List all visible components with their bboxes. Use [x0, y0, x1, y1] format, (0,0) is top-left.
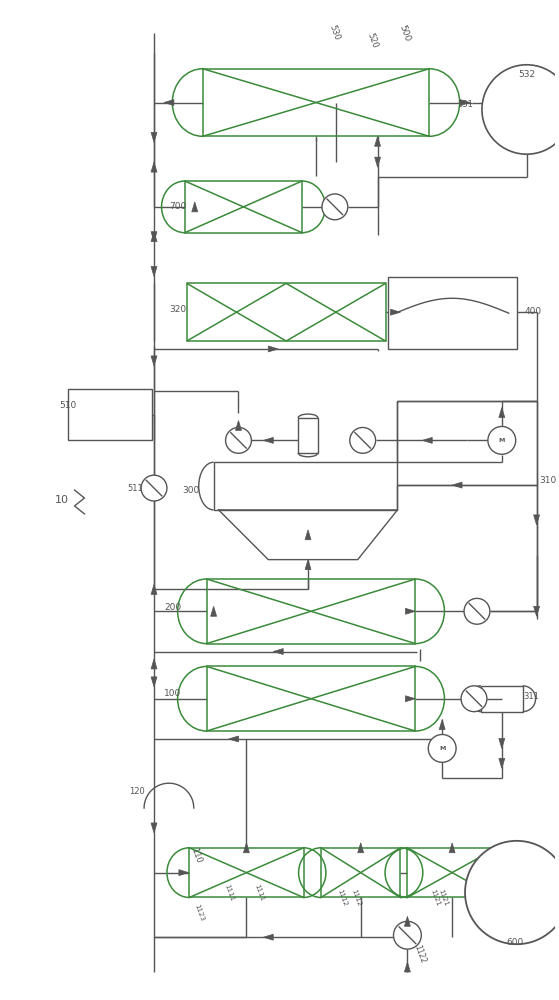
Circle shape — [465, 841, 559, 944]
Polygon shape — [460, 100, 470, 106]
Polygon shape — [405, 608, 415, 614]
Circle shape — [488, 426, 516, 454]
Polygon shape — [499, 408, 505, 418]
Text: 1121: 1121 — [429, 888, 441, 907]
Text: 1123: 1123 — [194, 903, 206, 922]
Bar — [387, 277, 517, 349]
Polygon shape — [452, 482, 462, 488]
Polygon shape — [179, 870, 189, 876]
Polygon shape — [391, 309, 400, 315]
Polygon shape — [405, 696, 415, 702]
Text: 10: 10 — [55, 495, 69, 505]
Polygon shape — [192, 202, 198, 212]
Text: 310: 310 — [539, 476, 557, 485]
Bar — [187, 283, 386, 341]
Polygon shape — [151, 677, 157, 687]
Circle shape — [428, 735, 456, 762]
Polygon shape — [268, 346, 278, 352]
Bar — [68, 389, 152, 440]
Text: 500: 500 — [397, 23, 412, 43]
Text: 530: 530 — [328, 24, 342, 42]
Text: 1121: 1121 — [437, 888, 449, 907]
Polygon shape — [449, 843, 455, 853]
Polygon shape — [151, 584, 157, 594]
Text: 531: 531 — [457, 100, 473, 109]
Polygon shape — [151, 232, 157, 242]
Circle shape — [322, 194, 348, 220]
Polygon shape — [244, 843, 249, 853]
Polygon shape — [273, 649, 283, 655]
Text: 400: 400 — [525, 307, 542, 316]
Bar — [185, 181, 302, 233]
Bar — [481, 686, 523, 712]
Polygon shape — [534, 515, 539, 525]
Bar — [408, 848, 497, 897]
Circle shape — [394, 921, 421, 949]
Bar — [214, 462, 397, 510]
Bar — [207, 579, 415, 644]
Polygon shape — [151, 659, 157, 669]
Text: M: M — [439, 746, 446, 751]
Polygon shape — [422, 437, 432, 443]
Polygon shape — [375, 157, 381, 167]
Text: 600: 600 — [507, 938, 524, 947]
Polygon shape — [151, 132, 157, 142]
Polygon shape — [151, 162, 157, 172]
Circle shape — [141, 475, 167, 501]
Polygon shape — [211, 606, 217, 616]
Polygon shape — [151, 356, 157, 366]
Circle shape — [226, 427, 252, 453]
Circle shape — [461, 686, 487, 712]
Text: 1112: 1112 — [336, 888, 348, 907]
Polygon shape — [305, 530, 311, 540]
Polygon shape — [404, 962, 410, 972]
Polygon shape — [263, 934, 273, 940]
Text: 311: 311 — [524, 692, 539, 701]
Polygon shape — [499, 738, 505, 748]
Bar — [298, 418, 318, 453]
Polygon shape — [499, 758, 505, 768]
Polygon shape — [375, 136, 381, 146]
Text: 511: 511 — [127, 484, 143, 493]
Polygon shape — [151, 823, 157, 833]
Bar — [321, 848, 400, 897]
Polygon shape — [229, 736, 239, 742]
Text: 532: 532 — [518, 70, 535, 79]
Polygon shape — [404, 916, 410, 926]
Bar — [203, 69, 429, 136]
Text: 520: 520 — [366, 32, 380, 50]
Polygon shape — [235, 421, 241, 430]
Text: 1111: 1111 — [224, 883, 235, 902]
Text: 110: 110 — [189, 847, 203, 865]
Polygon shape — [151, 232, 157, 242]
Text: 300: 300 — [182, 486, 199, 495]
Text: 700: 700 — [169, 202, 186, 211]
Circle shape — [350, 427, 376, 453]
Polygon shape — [263, 437, 273, 443]
Text: M: M — [499, 438, 505, 443]
Text: 120: 120 — [129, 787, 145, 796]
Text: 200: 200 — [164, 603, 181, 612]
Text: 1112: 1112 — [350, 888, 363, 907]
Text: 1111: 1111 — [253, 883, 265, 902]
Circle shape — [464, 598, 490, 624]
Polygon shape — [358, 843, 364, 853]
Text: 510: 510 — [60, 401, 77, 410]
Circle shape — [482, 65, 559, 154]
Bar — [190, 848, 304, 897]
Text: 320: 320 — [169, 305, 186, 314]
Polygon shape — [305, 560, 311, 570]
Polygon shape — [151, 266, 157, 276]
Text: 100: 100 — [164, 689, 181, 698]
Polygon shape — [439, 720, 445, 730]
Polygon shape — [534, 606, 539, 616]
Bar — [207, 666, 415, 731]
Polygon shape — [164, 100, 174, 106]
Text: 1122: 1122 — [413, 944, 427, 965]
